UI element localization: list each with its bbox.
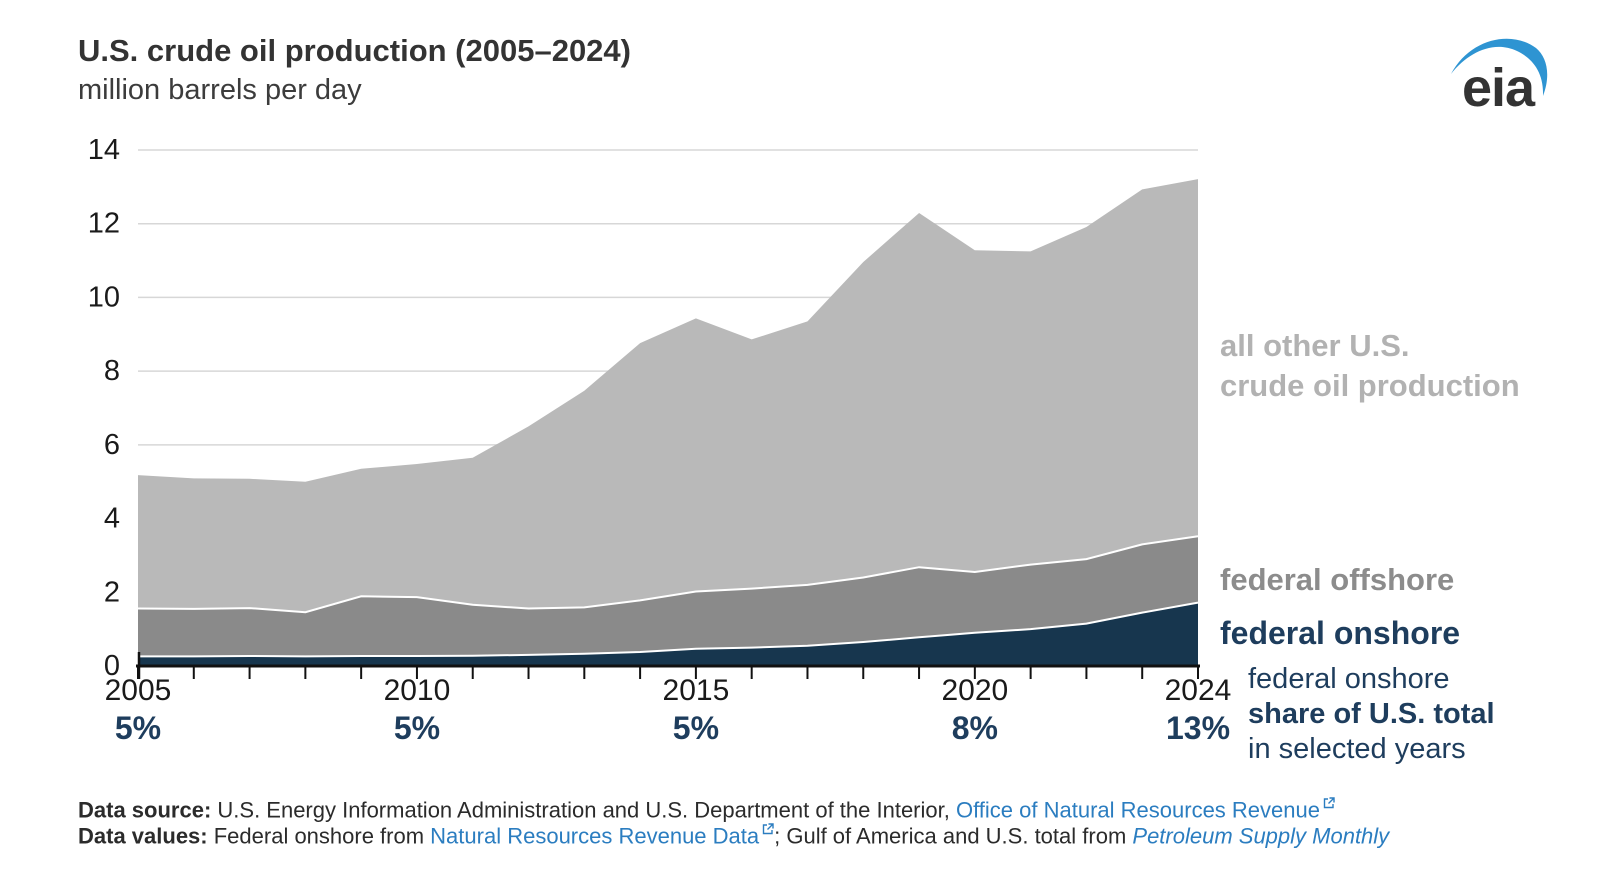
- share-label: 5%: [394, 710, 440, 746]
- footer-label: Data values:: [78, 823, 214, 849]
- share-note: federal onshore share of U.S. total in s…: [1248, 663, 1495, 765]
- footer-link-psm[interactable]: Petroleum Supply Monthly: [1132, 823, 1390, 849]
- y-tick-label: 4: [104, 503, 120, 535]
- x-tick-label: 2020: [941, 674, 1008, 707]
- y-tick-label: 14: [88, 134, 120, 166]
- footer-text: ; Gulf of America and U.S. total from: [774, 823, 1133, 849]
- footer-link-onrr[interactable]: Office of Natural Resources Revenue: [955, 797, 1320, 823]
- series-label-federal-onshore: federal onshore: [1220, 615, 1461, 651]
- x-tick-label: 2005: [105, 674, 172, 707]
- share-label: 13%: [1166, 710, 1230, 746]
- y-tick-label: 0: [104, 650, 120, 682]
- footer-line: Data source: U.S. Energy Information Adm…: [78, 797, 1389, 823]
- eia-logo-swoosh: [1451, 38, 1548, 96]
- x-tick-label: 2015: [663, 674, 730, 707]
- eia-logo-text: eia: [1462, 58, 1536, 116]
- share-label: 5%: [673, 710, 719, 746]
- chart-unit-label: million barrels per day: [78, 74, 362, 106]
- series-label-federal-offshore: federal offshore: [1220, 562, 1455, 597]
- series-label-all-other: all other U.S. crude oil production: [1220, 328, 1520, 403]
- x-tick-label: 2010: [384, 674, 451, 707]
- y-tick-label: 2: [104, 576, 120, 608]
- separator-onshore-top: [138, 601, 1199, 658]
- external-link-icon: [762, 823, 774, 835]
- chart-title: U.S. crude oil production (2005–2024): [78, 33, 631, 68]
- footer-text: U.S. Energy Information Administration a…: [217, 797, 956, 823]
- footer-text: Federal onshore from: [213, 823, 431, 849]
- y-tick-label: 12: [88, 208, 120, 240]
- share-label: 5%: [115, 710, 161, 746]
- footer-line: Data values: Federal onshore from Natura…: [78, 823, 1389, 849]
- area-all-other: [138, 179, 1198, 666]
- footer-label: Data source:: [78, 797, 218, 823]
- share-label: 8%: [952, 710, 998, 746]
- y-tick-label: 10: [88, 281, 120, 313]
- external-link-icon: [1323, 797, 1335, 809]
- area-federal-onshore: [138, 602, 1198, 666]
- x-tick-label: 2024: [1165, 674, 1232, 707]
- y-tick-label: 6: [104, 429, 120, 461]
- y-tick-label: 8: [104, 355, 120, 387]
- eia-logo: eia: [1451, 38, 1548, 116]
- separator-offshore-top: [137, 535, 1199, 614]
- footer-link-nrrd[interactable]: Natural Resources Revenue Data: [430, 823, 760, 849]
- footer: Data source: U.S. Energy Information Adm…: [78, 797, 1389, 850]
